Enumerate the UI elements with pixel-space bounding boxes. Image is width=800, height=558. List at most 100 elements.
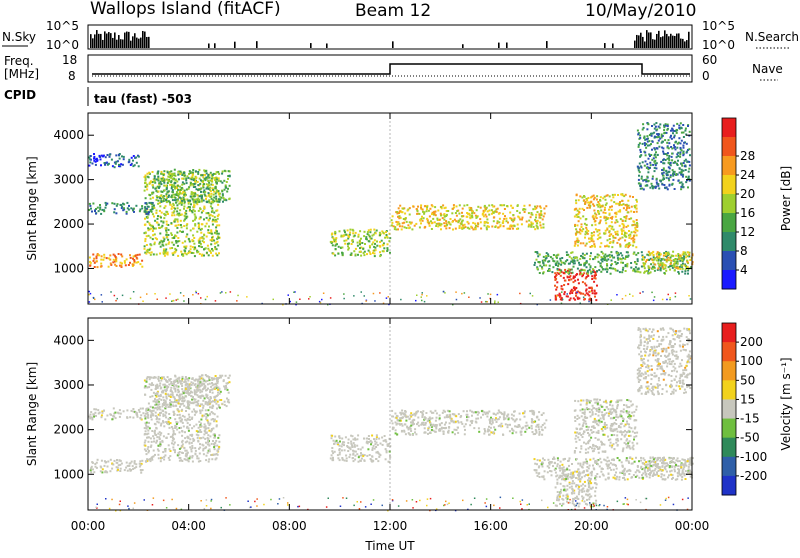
data-cell xyxy=(682,268,684,270)
data-cell xyxy=(473,212,475,214)
data-cell xyxy=(100,213,102,215)
data-cell xyxy=(109,254,111,256)
data-cell xyxy=(624,239,626,241)
data-cell xyxy=(416,423,418,425)
data-cell xyxy=(179,457,181,459)
data-cell xyxy=(139,460,141,462)
data-cell xyxy=(386,247,388,249)
data-cell xyxy=(611,255,613,257)
data-cell xyxy=(158,191,160,193)
data-cell xyxy=(532,208,534,210)
colorbar-swatch xyxy=(722,213,736,233)
data-cell xyxy=(140,418,142,420)
data-cell xyxy=(92,203,94,205)
data-cell xyxy=(609,206,611,208)
noise-bar xyxy=(646,30,648,48)
data-cell xyxy=(618,239,620,241)
data-cell xyxy=(161,377,163,379)
data-cell xyxy=(173,173,175,175)
noise-cell xyxy=(93,297,95,299)
data-cell xyxy=(162,222,164,224)
data-cell xyxy=(538,213,540,215)
data-cell xyxy=(672,173,674,175)
data-cell xyxy=(93,260,95,262)
data-cell xyxy=(493,217,495,219)
data-cell xyxy=(568,279,570,281)
data-cell xyxy=(467,221,469,223)
data-cell xyxy=(637,252,639,254)
data-cell xyxy=(581,223,583,225)
data-cell xyxy=(205,459,207,461)
data-cell xyxy=(455,212,457,214)
data-cell xyxy=(147,376,149,378)
data-cell xyxy=(670,130,672,132)
data-cell xyxy=(189,172,191,174)
noise-bar xyxy=(658,31,660,48)
data-cell xyxy=(621,229,623,231)
data-cell xyxy=(203,448,205,450)
data-cell xyxy=(130,462,132,464)
noise-bar xyxy=(668,36,670,48)
data-cell xyxy=(580,242,582,244)
data-cell xyxy=(217,241,219,243)
data-cell xyxy=(130,257,132,259)
data-cell xyxy=(153,450,155,452)
noise-bar xyxy=(146,37,148,48)
data-cell xyxy=(582,242,584,244)
data-cell xyxy=(564,291,566,293)
data-cell xyxy=(470,226,472,228)
data-cell xyxy=(181,452,183,454)
data-cell xyxy=(424,227,426,229)
data-cell xyxy=(654,154,656,156)
data-cell xyxy=(625,245,627,247)
data-cell xyxy=(555,289,557,291)
data-cell xyxy=(375,232,377,234)
data-cell xyxy=(189,424,191,426)
data-cell xyxy=(663,272,665,274)
data-cell xyxy=(401,225,403,227)
data-cell xyxy=(610,199,612,201)
data-cell xyxy=(491,226,493,228)
data-cell xyxy=(639,156,641,158)
data-cell xyxy=(206,183,208,185)
data-cell xyxy=(218,224,220,226)
data-cell xyxy=(658,126,660,128)
data-cell xyxy=(150,389,152,391)
data-cell xyxy=(191,183,193,185)
data-cell xyxy=(222,171,224,173)
data-cell xyxy=(184,458,186,460)
data-cell xyxy=(416,208,418,210)
data-cell xyxy=(165,396,167,398)
data-cell xyxy=(666,177,668,179)
data-cell xyxy=(192,246,194,248)
data-cell xyxy=(625,209,627,211)
data-cell xyxy=(362,248,364,250)
data-cell xyxy=(567,276,569,278)
data-cell xyxy=(586,243,588,245)
data-cell xyxy=(391,222,393,224)
data-cell xyxy=(117,469,119,471)
data-cell xyxy=(212,224,214,226)
data-cell xyxy=(349,454,351,456)
data-cell xyxy=(637,258,639,260)
data-cell xyxy=(641,251,643,253)
data-cell xyxy=(600,209,602,211)
data-cell xyxy=(561,288,563,290)
data-cell xyxy=(171,234,173,236)
data-cell xyxy=(187,405,189,407)
data-cell xyxy=(651,185,653,187)
data-cell xyxy=(96,158,98,160)
data-cell xyxy=(353,460,355,462)
data-cell xyxy=(516,210,518,212)
data-cell xyxy=(617,234,619,236)
data-cell xyxy=(171,180,173,182)
data-cell xyxy=(376,436,378,438)
colorbar-swatch xyxy=(722,156,736,176)
data-cell xyxy=(197,405,199,407)
data-cell xyxy=(430,220,432,222)
data-cell xyxy=(217,218,219,220)
data-cell xyxy=(144,206,146,208)
data-cell xyxy=(163,250,165,252)
data-cell xyxy=(484,205,486,207)
data-cell xyxy=(145,232,147,234)
